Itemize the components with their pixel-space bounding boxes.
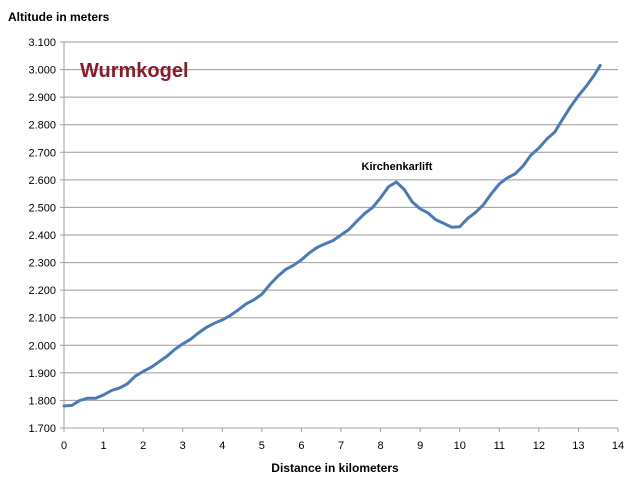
y-tick-label: 2.600: [28, 175, 56, 187]
x-tick-label: 11: [494, 440, 505, 452]
y-tick-label: 2.500: [28, 202, 56, 214]
y-tick-label: 2.100: [28, 313, 56, 325]
x-tick-label: 0: [61, 440, 67, 452]
x-tick-label: 7: [338, 440, 344, 452]
grid-layer: [64, 41, 618, 401]
y-tick-label: 1.800: [28, 395, 56, 407]
y-tick-label: 2.200: [28, 285, 56, 297]
altitude-series-line: [62, 63, 602, 408]
x-tick-label: 13: [572, 440, 584, 452]
y-tick-label: 2.900: [28, 92, 56, 104]
y-tick-label: 2.400: [28, 230, 56, 242]
y-tick-label: 2.300: [28, 258, 56, 270]
x-tick-label: 1: [101, 440, 107, 452]
x-tick-label: 14: [612, 440, 624, 452]
x-axis-title: Distance in kilometers: [271, 461, 399, 475]
y-tick-label: 2.700: [28, 147, 56, 159]
chart-title: Wurmkogel: [80, 60, 189, 82]
x-tick-label: 2: [140, 440, 146, 452]
y-tick-label: 3.000: [28, 65, 56, 77]
y-tick-label: 1.700: [28, 423, 56, 435]
series-layer: [62, 63, 602, 408]
x-tick-label: 3: [180, 440, 186, 452]
x-tick-label: 12: [533, 440, 545, 452]
x-tick-label: 9: [417, 440, 423, 452]
y-tick-label: 2.000: [28, 340, 56, 352]
x-tick-label: 4: [219, 440, 225, 452]
x-tick-label: 8: [378, 440, 384, 452]
y-axis-title: Altitude in meters: [8, 10, 110, 24]
x-tick-label: 10: [454, 440, 466, 452]
y-tick-label: 3.100: [28, 37, 56, 49]
label-layer: Altitude in meters Distance in kilometer…: [8, 10, 433, 475]
y-tick-label: 1.900: [28, 368, 56, 380]
kirchenkarlift-annotation: Kirchenkarlift: [362, 161, 433, 173]
x-tick-label: 5: [259, 440, 265, 452]
x-tick-label: 6: [298, 440, 304, 452]
tick-layer: 1.700 1.800 1.900 2.000 2.100 2.200 2.300 2.400…: [28, 37, 624, 452]
y-tick-label: 2.800: [28, 120, 56, 132]
